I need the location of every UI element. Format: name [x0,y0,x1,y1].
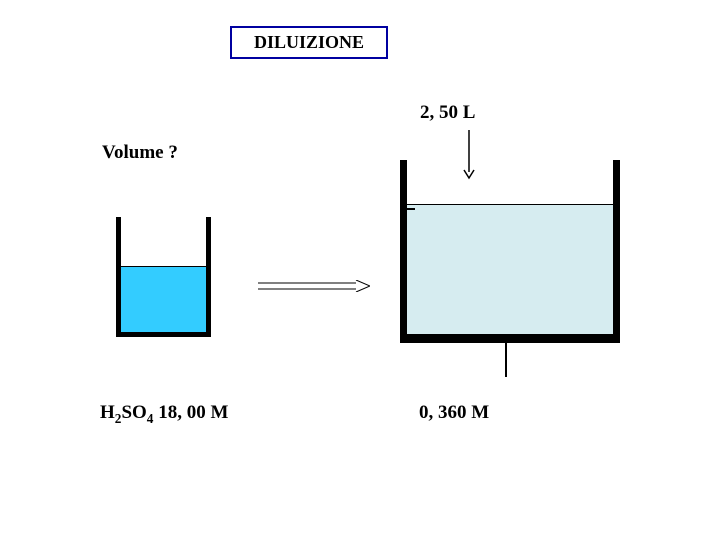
title-box: DILUIZIONE [230,26,388,59]
final-concentration-label: 0, 360 M [419,402,489,424]
beaker-initial-wall-left [116,217,121,337]
beaker-initial-wall-bottom [116,332,211,337]
beaker-final-wall-left [400,160,407,343]
liquid-initial [116,266,211,337]
liquid-final [400,204,620,343]
beaker-final-tick [403,208,415,210]
beaker-final-wall-bottom [400,334,620,343]
formula-so: SO [121,402,146,423]
transfer-arrow [258,279,370,291]
beaker-final-outlet [505,343,507,377]
title-text: DILUIZIONE [254,32,364,52]
formula-h: H [100,402,115,423]
beaker-final-wall-right [613,160,620,343]
beaker-initial [116,217,211,337]
volume-question-label: Volume ? [102,142,178,164]
initial-conc-value: 18, 00 M [153,402,228,423]
final-volume-label: 2, 50 L [420,102,475,124]
beaker-initial-wall-right [206,217,211,337]
beaker-final [400,160,620,343]
initial-concentration-label: H2SO4 18, 00 M [100,402,228,427]
